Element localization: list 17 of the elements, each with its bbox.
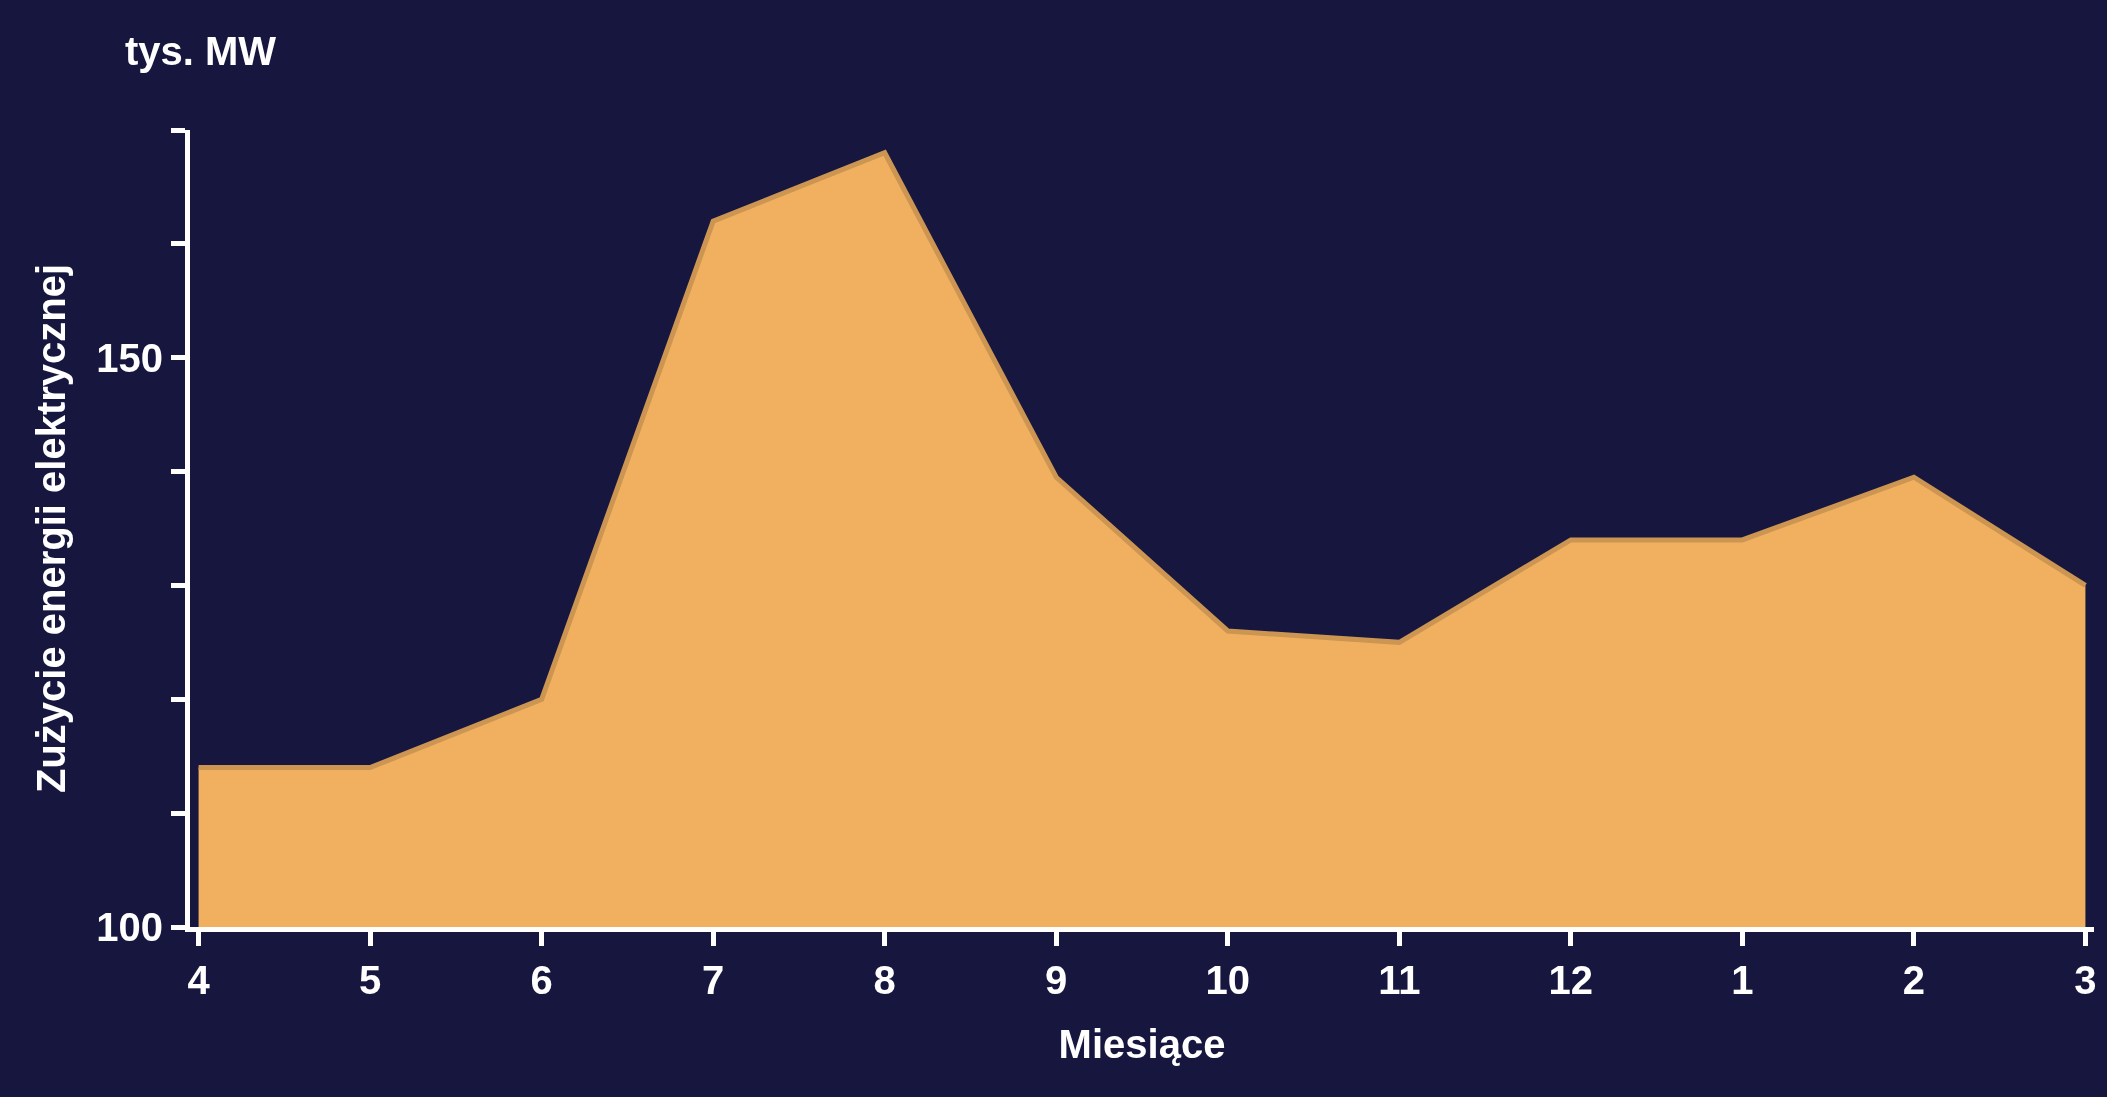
- x-tick-label: 1: [1731, 958, 1754, 1002]
- x-tick-label: 9: [1045, 958, 1068, 1002]
- x-axis-title: Miesiące: [1058, 1021, 1226, 1066]
- x-tick-label: 8: [873, 958, 896, 1002]
- x-tick-label: 12: [1548, 958, 1594, 1002]
- x-tick-label: 7: [702, 958, 725, 1002]
- x-tick-label: 4: [187, 958, 211, 1002]
- y-tick-label: 150: [96, 335, 163, 380]
- x-tick-label: 2: [1902, 958, 1926, 1002]
- x-tick-label: 3: [2074, 958, 2097, 1002]
- x-tick-label: 10: [1205, 958, 1251, 1002]
- y-axis-title: Zużycie energii elektrycznej: [28, 263, 73, 794]
- x-tick-label: 6: [530, 958, 553, 1002]
- y-tick-label: 100: [96, 905, 163, 949]
- x-tick-label: 11: [1378, 958, 1421, 1002]
- x-tick-label: 5: [358, 958, 382, 1002]
- text: tys. MW: [125, 29, 277, 73]
